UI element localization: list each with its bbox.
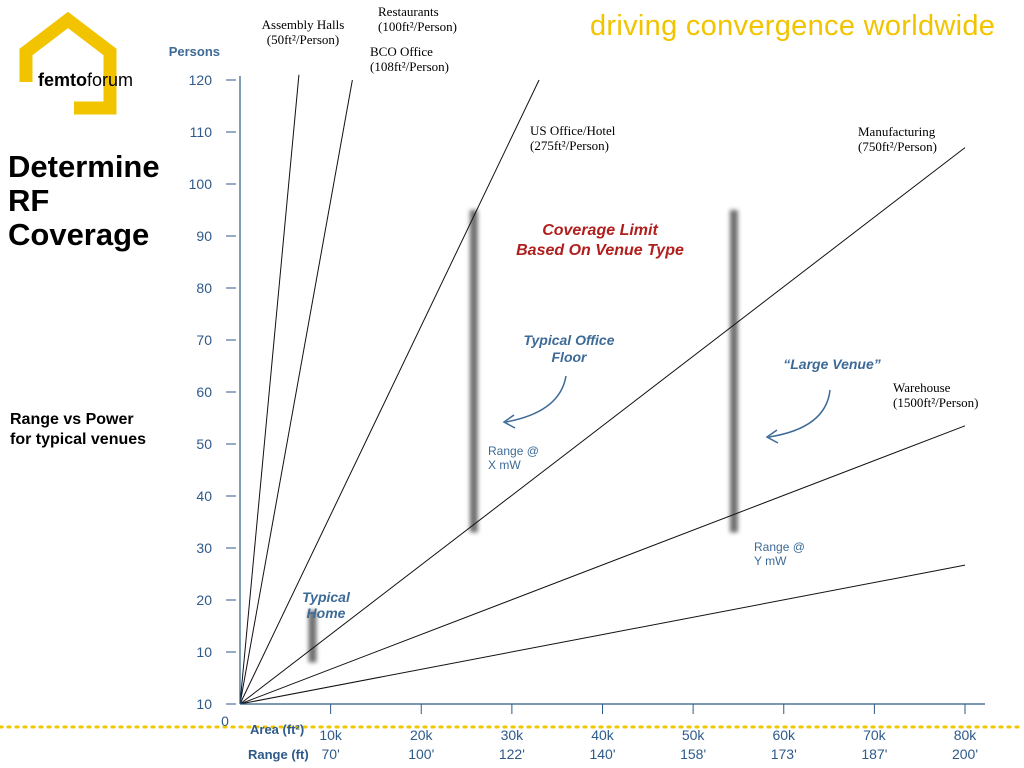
typical-home-annotation: Typical Home xyxy=(302,589,351,621)
series-sublabel: (108ft²/Person) xyxy=(370,59,449,74)
y-axis-title: Persons xyxy=(169,44,220,59)
series-line xyxy=(239,79,353,705)
x2-tick-label: 122' xyxy=(499,746,525,762)
y-tick-label: 120 xyxy=(189,72,213,88)
series-sublabel: (100ft²/Person) xyxy=(378,19,457,34)
tagline: driving convergence worldwide xyxy=(590,10,996,42)
large-venue-label: “Large Venue” xyxy=(783,356,881,372)
range-x-annotation: Range @ X mW xyxy=(488,444,539,472)
y-tick-label: 90 xyxy=(196,228,212,244)
series-sublabel: (1500ft²/Person) xyxy=(893,395,979,410)
y-tick-label: 110 xyxy=(190,124,213,140)
x2-axis-title: Range (ft) xyxy=(248,747,309,762)
x2-tick-label: 100' xyxy=(408,746,434,762)
y-tick-label: 50 xyxy=(196,436,212,452)
coverage-limit-line: Based On Venue Type xyxy=(516,242,684,259)
typical-office-annotation: Typical Office Floor xyxy=(523,332,614,365)
y-tick-label: 10 xyxy=(196,644,212,660)
typical-office-line: Floor xyxy=(552,349,589,365)
y-tick-label: 100 xyxy=(189,176,213,192)
coverage-limit-annotation: Coverage Limit Based On Venue Type xyxy=(516,222,684,259)
page-title: Determine RF Coverage xyxy=(8,150,160,252)
x2-tick-label: 173' xyxy=(771,746,797,762)
femtoforum-logo: femtoforum xyxy=(18,11,154,125)
x-tick-label: 50k xyxy=(682,727,706,743)
y-tick-label: 60 xyxy=(196,384,212,400)
x2-tick-label: 158' xyxy=(680,746,706,762)
range-y-line: Y mW xyxy=(754,554,787,568)
typical-office-line: Typical Office xyxy=(523,332,614,348)
series-sublabel: (275ft²/Person) xyxy=(530,138,609,153)
subtitle-line: Range vs Power xyxy=(10,411,134,428)
y-tick-label: 40 xyxy=(196,488,212,504)
x-tick-label: 70k xyxy=(863,727,887,743)
x-tick-label: 60k xyxy=(772,727,796,743)
x-axis-title: Area (ft²) xyxy=(250,722,304,737)
x2-tick-label: 140' xyxy=(589,746,615,762)
series-line xyxy=(239,425,966,705)
series-label: BCO Office xyxy=(370,44,433,59)
typical-home-line: Typical xyxy=(302,589,351,605)
series-sublabel: (50ft²/Person) xyxy=(267,32,340,47)
arrow-large-venue-head xyxy=(765,429,779,444)
x-origin-label: 0 xyxy=(221,713,229,729)
chart-subtitle: Range vs Power for typical venues xyxy=(10,410,146,450)
range-x-line: Range @ xyxy=(488,444,539,458)
series-label: Warehouse xyxy=(893,380,951,395)
range-x-line: X mW xyxy=(488,458,521,472)
logo-regular: forum xyxy=(87,70,133,90)
x-tick-label: 10k xyxy=(319,727,343,743)
series-label: Manufacturing xyxy=(858,124,936,139)
x-tick-label: 80k xyxy=(954,727,978,743)
range-bar-typical-office-floor xyxy=(469,210,478,533)
y-tick-label: 20 xyxy=(196,592,212,608)
range-bar-large-venue xyxy=(729,210,738,533)
x2-tick-label: 187' xyxy=(861,746,887,762)
series-sublabel: (750ft²/Person) xyxy=(858,139,937,154)
svg-text:femtoforum: femtoforum xyxy=(38,70,133,90)
x2-tick-label: 70' xyxy=(322,746,340,762)
page-title-line: Coverage xyxy=(8,217,150,252)
series-line xyxy=(239,564,966,705)
coverage-limit-line: Coverage Limit xyxy=(542,222,658,239)
range-y-line: Range @ xyxy=(754,540,805,554)
typical-home-line: Home xyxy=(307,605,346,621)
subtitle-line: for typical venues xyxy=(10,431,147,448)
x-tick-label: 30k xyxy=(501,727,525,743)
logo-bold: femto xyxy=(38,70,87,90)
range-bar-typical-home xyxy=(308,610,317,663)
y-tick-label: 10 xyxy=(196,696,212,712)
x2-tick-label: 200' xyxy=(952,746,978,762)
page-title-line: RF xyxy=(8,183,50,218)
house-outline-icon: femtoforum xyxy=(19,11,133,115)
arrow-office-head xyxy=(502,414,516,429)
series-label: Restaurants xyxy=(378,4,439,19)
series-line xyxy=(239,74,300,705)
series-line xyxy=(239,147,966,705)
x-tick-label: 20k xyxy=(410,727,434,743)
range-y-annotation: Range @ Y mW xyxy=(754,540,805,568)
series-label: Assembly Halls xyxy=(262,17,345,32)
page-title-line: Determine xyxy=(8,149,160,184)
y-tick-label: 30 xyxy=(196,540,212,556)
y-tick-label: 70 xyxy=(196,332,212,348)
y-tick-label: 80 xyxy=(196,280,212,296)
x-tick-label: 40k xyxy=(591,727,615,743)
arrow-large-venue xyxy=(768,389,831,438)
series-label: US Office/Hotel xyxy=(530,123,616,138)
series-line xyxy=(239,79,540,705)
arrow-office xyxy=(505,375,567,423)
